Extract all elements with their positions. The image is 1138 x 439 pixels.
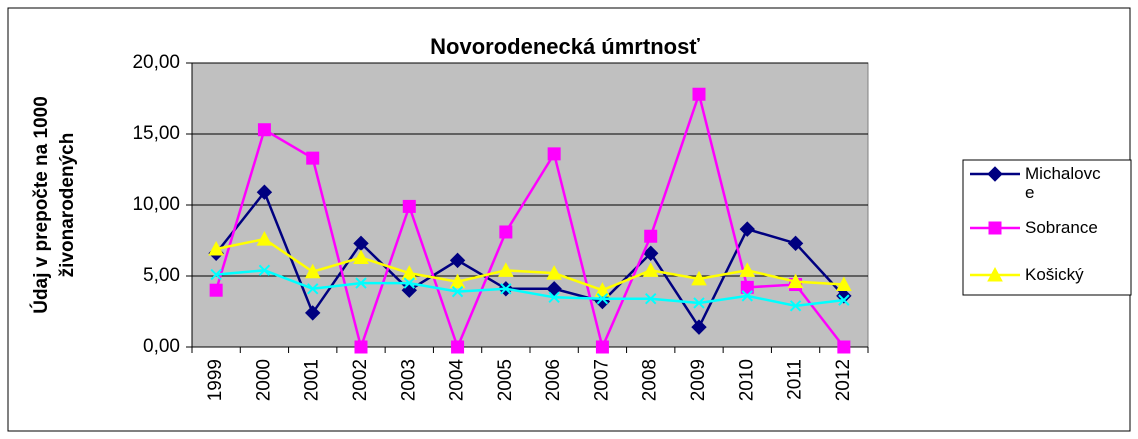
- data-point: [595, 340, 609, 354]
- series-line: [215, 237, 844, 292]
- data-point: [644, 229, 658, 243]
- series-line: [215, 189, 845, 330]
- data-point: [789, 300, 802, 312]
- x-tick-label: 2001: [302, 359, 323, 401]
- x-tick-label: 2005: [495, 359, 516, 401]
- y-tick-label: 15,00: [132, 123, 180, 144]
- data-point: [739, 262, 756, 277]
- data-point: [355, 277, 367, 289]
- data-point: [256, 231, 273, 246]
- x-tick-label: 2007: [591, 359, 612, 401]
- data-point: [693, 297, 705, 309]
- legend-marker: [988, 221, 1002, 235]
- data-point: [691, 270, 707, 286]
- data-point: [645, 293, 657, 305]
- data-point: [451, 285, 464, 298]
- data-point: [354, 340, 368, 354]
- data-point: [548, 291, 560, 304]
- data-point: [836, 276, 852, 292]
- data-point: [498, 262, 514, 277]
- data-point: [258, 264, 271, 277]
- data-point: [403, 277, 415, 289]
- data-point: [209, 283, 223, 297]
- x-tick-label: 2002: [350, 359, 371, 401]
- data-point: [304, 263, 321, 279]
- x-tick-label: 2004: [447, 359, 468, 402]
- data-point: [642, 262, 659, 277]
- y-axis-label: Údaj v prepočte na 1000: [30, 96, 52, 314]
- x-tick-label: 1999: [205, 359, 226, 401]
- chart-title: Novorodenecká úmrtnosť: [430, 34, 700, 59]
- data-point: [692, 87, 706, 101]
- data-point: [449, 252, 466, 269]
- data-point: [546, 265, 562, 280]
- y-axis-label: živonarodených: [57, 133, 78, 278]
- data-point: [210, 268, 222, 281]
- data-point: [643, 245, 659, 261]
- y-tick-label: 10,00: [132, 194, 180, 215]
- legend-marker: [987, 166, 1003, 182]
- data-point: [787, 235, 804, 252]
- y-tick-label: 5,00: [143, 265, 180, 286]
- data-point: [208, 240, 224, 256]
- data-point: [500, 283, 512, 295]
- data-point: [546, 281, 562, 297]
- data-point: [451, 340, 465, 354]
- x-tick-label: 2000: [253, 359, 274, 401]
- legend-label: Košický: [1025, 265, 1084, 284]
- data-point: [449, 273, 466, 289]
- series-line: [214, 89, 845, 352]
- y-tick-label: 20,00: [132, 52, 180, 73]
- series-line: [216, 269, 845, 308]
- data-point: [402, 199, 416, 213]
- data-point: [741, 290, 753, 302]
- y-tick-label: 0,00: [143, 336, 180, 357]
- data-point: [499, 225, 513, 239]
- x-tick-label: 2008: [640, 359, 661, 401]
- x-tick-label: 2009: [688, 359, 709, 401]
- data-point: [547, 147, 561, 161]
- legend-label: Sobrance: [1025, 218, 1098, 237]
- data-point: [837, 340, 851, 354]
- data-point: [305, 305, 321, 321]
- data-point: [596, 293, 609, 305]
- data-point: [739, 221, 755, 237]
- data-point: [257, 123, 271, 137]
- data-point: [353, 249, 369, 265]
- data-point: [306, 151, 320, 165]
- data-point: [787, 273, 804, 289]
- x-tick-label: 2010: [736, 359, 757, 401]
- data-point: [691, 319, 707, 335]
- legend-marker: [987, 266, 1003, 282]
- x-tick-label: 2012: [833, 359, 854, 401]
- x-tick-label: 2011: [785, 359, 806, 400]
- x-tick-label: 2006: [543, 359, 564, 401]
- data-point: [594, 282, 611, 297]
- data-point: [838, 294, 850, 306]
- data-point: [401, 265, 418, 280]
- data-point: [740, 280, 754, 294]
- x-tick-label: 2003: [398, 359, 419, 401]
- data-point: [307, 283, 319, 295]
- legend-label: Michalovce: [1025, 164, 1101, 202]
- data-point: [256, 184, 273, 200]
